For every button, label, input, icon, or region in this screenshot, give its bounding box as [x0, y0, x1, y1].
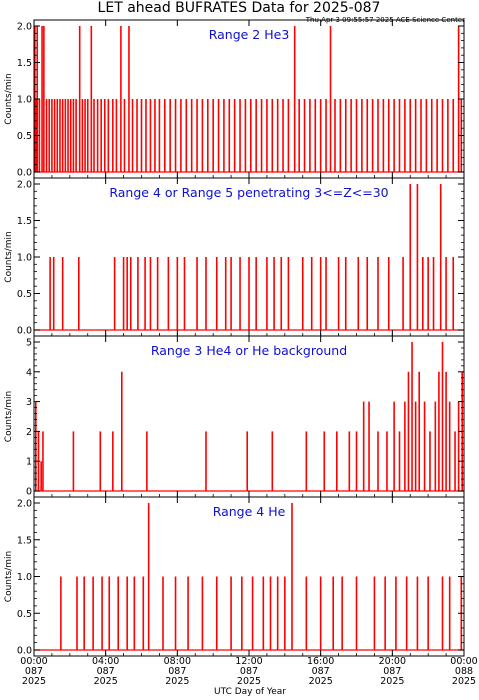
chart-title: LET ahead BUFRATES Data for 2025-087	[98, 0, 381, 16]
panel-title: Range 3 He4 or He background	[151, 343, 347, 358]
y-tick-label: 3	[26, 397, 32, 408]
x-tick-year-label: 2025	[309, 676, 333, 687]
x-tick-time-label: 16:00	[307, 656, 334, 667]
panel-4: 0.0 0.5 1.0 1.5 2.0 Range 4 He Counts/min	[4, 496, 465, 657]
x-tick-doy-label: 088	[455, 666, 473, 677]
x-tick-year-label: 2025	[94, 676, 118, 687]
x-tick-time-label: 12:00	[235, 656, 262, 667]
panel-1: 0.0 0.5 1.0 1.5 2.0 Range 2 He3 Counts/min	[4, 19, 465, 179]
x-tick-time-label: 04:00	[92, 656, 119, 667]
y-tick-label: 1.5	[17, 535, 32, 546]
x-axis-ticks: 00:00087202504:00087202508:00087202512:0…	[20, 656, 477, 687]
x-axis-label: UTC Day of Year	[214, 687, 286, 697]
x-tick-doy-label: 087	[97, 666, 115, 677]
y-tick-label: 5	[26, 338, 32, 349]
y-tick-label: 1.0	[17, 95, 32, 106]
y-tick-label: 4	[26, 367, 32, 378]
y-axis-label: Counts/min	[4, 391, 14, 442]
y-tick-label: 2.0	[17, 499, 32, 510]
y-tick-label: 0.0	[17, 168, 32, 179]
y-axis-label: Counts/min	[4, 551, 14, 602]
panel-title: Range 4 or Range 5 penetrating 3<=Z<=30	[109, 185, 388, 200]
panel-title: Range 4 He	[213, 504, 286, 519]
panel-3: 0 1 2 3 4 5 Range 3 He4 or He background Counts…	[4, 335, 465, 498]
y-tick-label: 1.5	[17, 58, 32, 69]
x-tick-doy-label: 087	[312, 666, 330, 677]
y-axis-label: Counts/min	[4, 73, 14, 124]
y-tick-label: 1.5	[17, 216, 32, 227]
y-tick-label: 1	[26, 457, 32, 468]
panels-group: 0.00.51.01.52.0 Range 2 He3Counts/min0.00…	[4, 19, 465, 657]
x-tick-doy-label: 087	[25, 666, 43, 677]
x-tick-year-label: 2025	[22, 676, 46, 687]
panel-title: Range 2 He3	[209, 27, 290, 42]
x-tick-year-label: 2025	[237, 676, 261, 687]
y-tick-label: 1.0	[17, 572, 32, 583]
y-tick-label: 0.5	[17, 131, 32, 142]
x-tick-doy-label: 087	[383, 666, 401, 677]
y-tick-label: 1.0	[17, 253, 32, 264]
x-tick-time-label: 08:00	[164, 656, 191, 667]
y-tick-label: 0.0	[17, 326, 32, 337]
y-tick-label: 2.0	[17, 22, 32, 33]
y-tick-label: 0	[26, 487, 32, 498]
panel-2: 0.0 0.5 1.0 1.5 2.0 Range 4 or Range 5 penetr…	[4, 177, 465, 337]
x-tick-year-label: 2025	[165, 676, 189, 687]
x-tick-time-label: 20:00	[379, 656, 406, 667]
x-tick-doy-label: 087	[168, 666, 186, 677]
y-tick-label: 2.0	[17, 180, 32, 191]
y-tick-label: 2	[26, 427, 32, 438]
y-tick-label: 0.5	[17, 609, 32, 620]
y-tick-label: 0.0	[17, 646, 32, 657]
y-tick-label: 0.5	[17, 289, 32, 300]
x-tick-time-label: 00:00	[20, 656, 47, 667]
x-tick-time-label: 00:00	[450, 656, 477, 667]
x-tick-doy-label: 087	[240, 666, 258, 677]
y-axis-label: Counts/min	[4, 231, 14, 282]
x-tick-year-label: 2025	[380, 676, 404, 687]
x-tick-year-label: 2025	[452, 676, 476, 687]
